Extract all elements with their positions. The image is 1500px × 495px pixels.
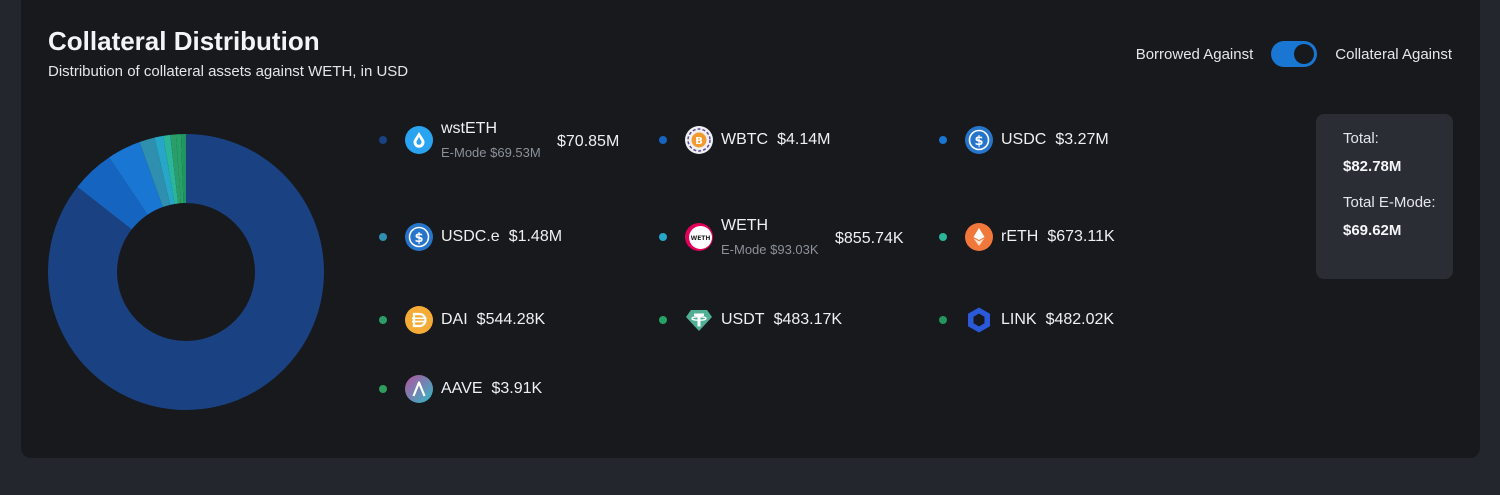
legend-dot-usdc-e bbox=[379, 233, 387, 241]
total-label: Total: bbox=[1343, 130, 1379, 147]
total-value: $82.78M bbox=[1343, 158, 1402, 175]
legend-dot-usdc bbox=[939, 136, 947, 144]
aave-icon bbox=[405, 375, 433, 403]
donut-slice-wbtc[interactable] bbox=[77, 157, 148, 230]
legend-item-wbtc[interactable]: B WBTC $4.14M bbox=[659, 125, 909, 155]
svg-text:WETH: WETH bbox=[691, 235, 711, 242]
total-emode-label: Total E-Mode: bbox=[1343, 194, 1436, 211]
legend-name: WBTC bbox=[721, 131, 769, 148]
legend-value: $4.14M bbox=[777, 131, 831, 148]
total-emode-value: $69.62M bbox=[1343, 222, 1402, 239]
donut-slice-dai[interactable] bbox=[170, 134, 181, 204]
legend-value: $673.11K bbox=[1047, 228, 1115, 245]
legend-name: USDC.e bbox=[441, 228, 500, 245]
legend-name: DAI bbox=[441, 311, 468, 328]
legend-item-wsteth[interactable]: wstETH $70.85M E-Mode $69.53M bbox=[379, 120, 629, 160]
view-toggle: Borrowed Against Collateral Against bbox=[1136, 40, 1452, 68]
collateral-donut-chart bbox=[48, 134, 324, 410]
legend-name: USDT bbox=[721, 311, 765, 328]
legend-dot-weth bbox=[659, 233, 667, 241]
legend-dot-aave bbox=[379, 385, 387, 393]
legend-value: $3.27M bbox=[1055, 131, 1109, 148]
legend-value: $482.02K bbox=[1045, 311, 1115, 328]
collateral-against-label[interactable]: Collateral Against bbox=[1335, 45, 1452, 63]
borrowed-against-label[interactable]: Borrowed Against bbox=[1135, 45, 1254, 63]
wsteth-icon bbox=[405, 126, 433, 154]
legend-item-usdc[interactable]: $ USDC $3.27M bbox=[939, 125, 1189, 155]
borrowed-collateral-switch[interactable] bbox=[1271, 41, 1318, 67]
legend-dot-link bbox=[939, 316, 947, 324]
usdce-icon: $ bbox=[405, 223, 433, 251]
page-subtitle: Distribution of collateral assets agains… bbox=[48, 63, 409, 80]
legend-dot-reth bbox=[939, 233, 947, 241]
legend-value: $544.28K bbox=[476, 311, 546, 328]
usdt-icon bbox=[685, 306, 713, 334]
legend-name: WETH bbox=[721, 217, 769, 234]
legend-dot-wbtc bbox=[659, 136, 667, 144]
wbtc-icon: B bbox=[685, 126, 713, 154]
donut-slice-wsteth[interactable] bbox=[48, 134, 324, 410]
donut-slice-usdt[interactable] bbox=[175, 134, 184, 204]
svg-text:B: B bbox=[695, 136, 703, 147]
page-title: Collateral Distribution bbox=[48, 26, 320, 56]
donut-slice-weth[interactable] bbox=[154, 135, 175, 205]
svg-text:$: $ bbox=[974, 134, 983, 149]
legend-item-aave[interactable]: AAVE $3.91K bbox=[379, 374, 629, 404]
legend-item-usdc-e[interactable]: $ USDC.e $1.48M bbox=[379, 222, 629, 252]
totals-panel: Total: $82.78M Total E-Mode: $69.62M bbox=[1316, 114, 1453, 279]
reth-icon bbox=[965, 223, 993, 251]
legend-value: $1.48M bbox=[508, 228, 563, 245]
legend-item-weth[interactable]: WETH WETH $855.74K E-Mode $93.03K bbox=[659, 217, 909, 257]
legend-name: rETH bbox=[1001, 228, 1039, 245]
svg-text:$: $ bbox=[414, 231, 423, 246]
legend-name: wstETH bbox=[441, 120, 497, 137]
legend-value: $3.91K bbox=[491, 380, 543, 397]
dai-icon bbox=[405, 306, 433, 334]
legend-emode-value: E-Mode $69.53M bbox=[441, 145, 541, 160]
legend-name: AAVE bbox=[441, 380, 483, 397]
donut-slice-usdc[interactable] bbox=[109, 142, 163, 215]
legend-item-link[interactable]: LINK $482.02K bbox=[939, 305, 1189, 335]
legend-item-dai[interactable]: DAI $544.28K bbox=[379, 305, 629, 335]
legend-dot-wsteth bbox=[379, 136, 387, 144]
link-icon bbox=[965, 306, 993, 334]
donut-slice-link[interactable] bbox=[180, 134, 186, 204]
donut-slice-reth[interactable] bbox=[163, 134, 179, 204]
legend-emode-value: E-Mode $93.03K bbox=[721, 242, 819, 257]
legend-dot-dai bbox=[379, 316, 387, 324]
legend-dot-usdt bbox=[659, 316, 667, 324]
legend-item-usdt[interactable]: USDT $483.17K bbox=[659, 305, 909, 335]
legend-name: USDC bbox=[1001, 131, 1047, 148]
switch-knob bbox=[1294, 44, 1315, 64]
legend-name: LINK bbox=[1001, 311, 1037, 328]
weth-icon: WETH bbox=[685, 223, 713, 251]
legend-value: $483.17K bbox=[773, 311, 843, 328]
usdc-icon: $ bbox=[965, 126, 993, 154]
donut-slice-usdc-e[interactable] bbox=[139, 137, 171, 208]
legend-value: $70.85M bbox=[557, 133, 620, 150]
legend-value: $855.74K bbox=[835, 230, 904, 247]
legend-item-reth[interactable]: rETH $673.11K bbox=[939, 222, 1189, 252]
